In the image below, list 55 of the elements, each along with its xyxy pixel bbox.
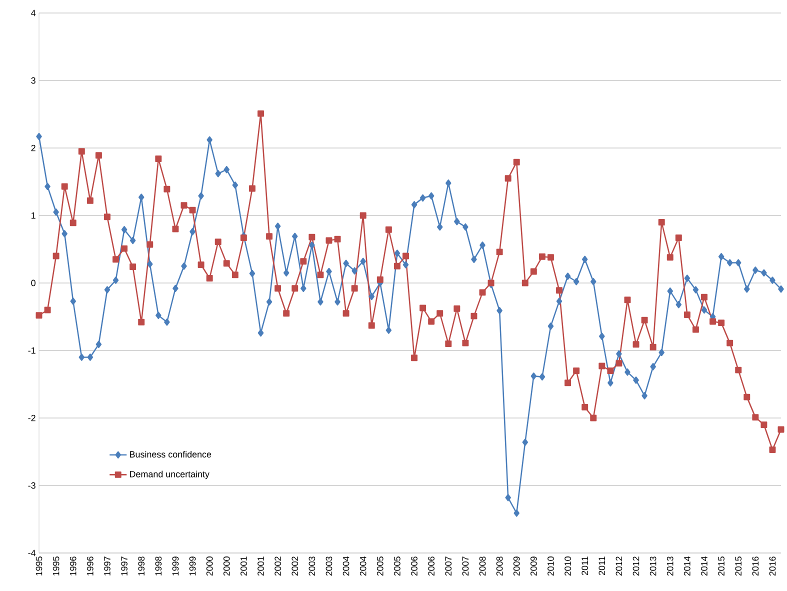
x-tick-label: 1998 [138, 556, 145, 576]
y-tick-label: 0 [31, 280, 36, 286]
x-tick-label: 1997 [104, 556, 110, 576]
x-tick-label: 2005 [394, 556, 400, 576]
x-tick-label: 2004 [360, 556, 366, 576]
x-tick-label: 2011 [598, 556, 606, 575]
y-tick-label: -2 [28, 414, 36, 422]
x-tick-label: 1998 [155, 556, 162, 576]
x-tick-label: 1996 [87, 556, 94, 576]
x-tick-label: 2002 [274, 556, 281, 576]
x-tick-label: 2006 [428, 556, 435, 576]
x-tick-label: 1995 [52, 556, 60, 576]
y-tick-label: 2 [31, 144, 36, 152]
x-tick-label: 2005 [376, 556, 384, 576]
x-tick-label: 2012 [632, 556, 640, 576]
x-tick-label: 2012 [616, 556, 622, 576]
y-tick-label: -4 [28, 550, 36, 556]
x-tick-label: 2009 [513, 556, 520, 576]
x-tick-label: 2014 [684, 556, 690, 576]
y-tick-label: -1 [28, 347, 36, 354]
x-tick-label: 2001 [258, 556, 264, 576]
x-tick-label: 1997 [121, 556, 128, 576]
x-tick-label: 2003 [308, 556, 316, 576]
x-tick-label: 2013 [650, 556, 656, 576]
x-tick-label: 2000 [223, 556, 230, 576]
x-tick-label: 2015 [735, 556, 742, 576]
x-tick-label: 2010 [548, 556, 554, 576]
x-tick-label: 2015 [718, 556, 724, 576]
y-tick-label: 1 [32, 212, 36, 219]
x-tick-label: 2010 [564, 556, 571, 576]
x-tick-label: 2009 [530, 556, 537, 576]
x-tick-label: 2007 [462, 556, 469, 576]
y-tick-label: 4 [31, 10, 36, 16]
x-tick-label: 2001 [240, 556, 247, 576]
x-tick-label: 2007 [445, 556, 452, 576]
legend-label: Business confidence [130, 450, 212, 458]
x-tick-label: 2003 [326, 556, 332, 576]
x-tick-label: 2000 [206, 556, 213, 576]
x-tick-label: 1999 [189, 556, 196, 576]
x-tick-label: 2006 [411, 556, 418, 576]
x-tick-label: 1995 [36, 556, 42, 576]
x-tick-label: 1999 [172, 556, 179, 576]
legend-label: Demand uncertainty [130, 470, 210, 480]
x-tick-label: 2008 [479, 556, 486, 576]
x-tick-label: 2016 [769, 556, 776, 576]
x-tick-label: 2013 [666, 556, 674, 576]
x-tick-label: 2008 [496, 556, 503, 576]
x-tick-label: 2004 [342, 556, 350, 576]
x-tick-label: 1996 [70, 556, 76, 576]
x-tick-label: 2011 [582, 556, 588, 575]
x-tick-label: 2014 [701, 556, 708, 576]
y-tick-label: 3 [31, 77, 36, 84]
y-tick-label: -3 [28, 482, 36, 489]
x-tick-label: 2002 [292, 556, 298, 576]
x-tick-label: 2016 [752, 556, 759, 576]
